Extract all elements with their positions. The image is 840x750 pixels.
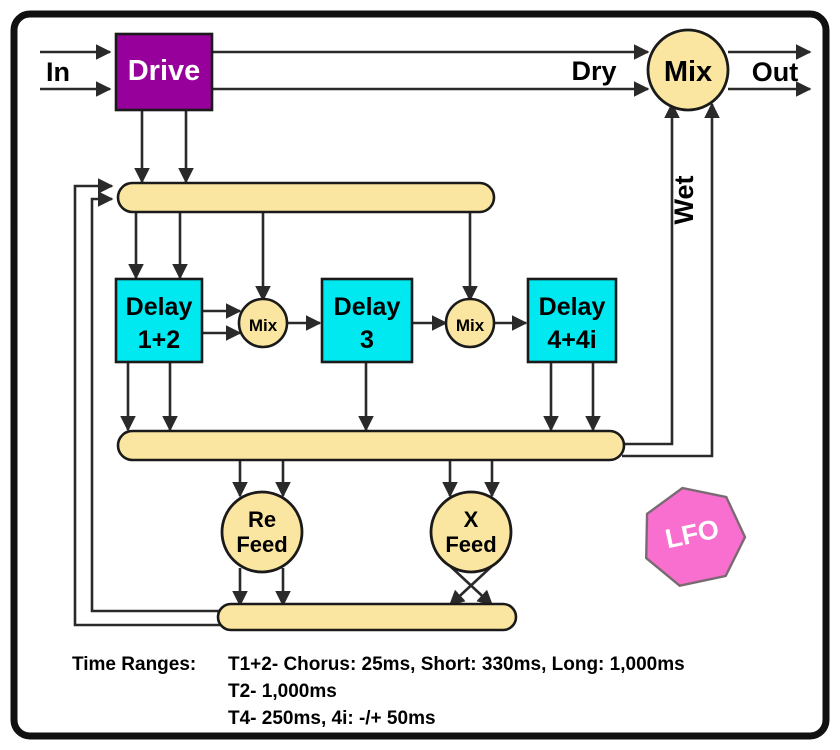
delay-4-4i-block[interactable]	[526, 277, 618, 364]
mix-main-label: Mix	[664, 56, 712, 88]
x-feed-node[interactable]	[429, 490, 513, 574]
delay-4-4i-label-line2: 4+4i	[547, 326, 596, 354]
bus-mid	[116, 429, 626, 462]
re-feed-label-line2: Feed	[236, 532, 287, 557]
dry-label: Dry	[571, 56, 616, 86]
drive-label: Drive	[128, 55, 201, 87]
notes-line-1: T1+2- Chorus: 25ms, Short: 330ms, Long: …	[228, 654, 685, 675]
mix-b-label: Mix	[456, 316, 485, 335]
delay-3-label-line1: Delay	[334, 293, 401, 321]
wire-feedback-return-2	[73, 178, 220, 627]
mix-main-node[interactable]	[646, 28, 730, 112]
lfo-heptagon-shape	[645, 486, 747, 588]
delay-1-2-label-line1: Delay	[126, 293, 193, 321]
wire-wet-2	[622, 102, 720, 458]
delay-4-4i-label-line1: Delay	[539, 293, 606, 321]
mix-a-label: Mix	[249, 316, 278, 335]
notes-heading: Time Ranges:	[72, 654, 196, 675]
notes-line-2: T2- 1,000ms	[228, 681, 337, 702]
delay-3-label-line2: 3	[360, 326, 374, 354]
lfo-block[interactable]: LFO	[634, 477, 753, 591]
x-feed-label-line2: Feed	[445, 532, 496, 557]
delay-3-block[interactable]	[320, 277, 414, 364]
wire-feedback-return-1	[90, 191, 220, 613]
notes-line-3: T4- 250ms, 4i: -/+ 50ms	[228, 708, 436, 729]
wire-wet-1	[622, 102, 680, 446]
mix-a-node[interactable]	[237, 297, 289, 349]
wire-xfeed-cross-2	[449, 565, 494, 607]
drive-block[interactable]	[114, 32, 214, 112]
wire-layer	[40, 44, 812, 627]
output-label: Out	[752, 57, 799, 87]
mix-b-node[interactable]	[444, 297, 496, 349]
bus-bottom	[216, 602, 518, 632]
bus-top	[116, 181, 496, 214]
delay-1-2-block[interactable]	[114, 277, 204, 364]
delay-1-2-label-line2: 1+2	[138, 326, 180, 354]
re-feed-label-line1: Re	[248, 507, 276, 532]
wet-label: Wet	[669, 175, 699, 224]
re-feed-node[interactable]	[220, 490, 304, 574]
x-feed-label-line1: X	[464, 507, 479, 532]
input-label: In	[46, 57, 70, 87]
